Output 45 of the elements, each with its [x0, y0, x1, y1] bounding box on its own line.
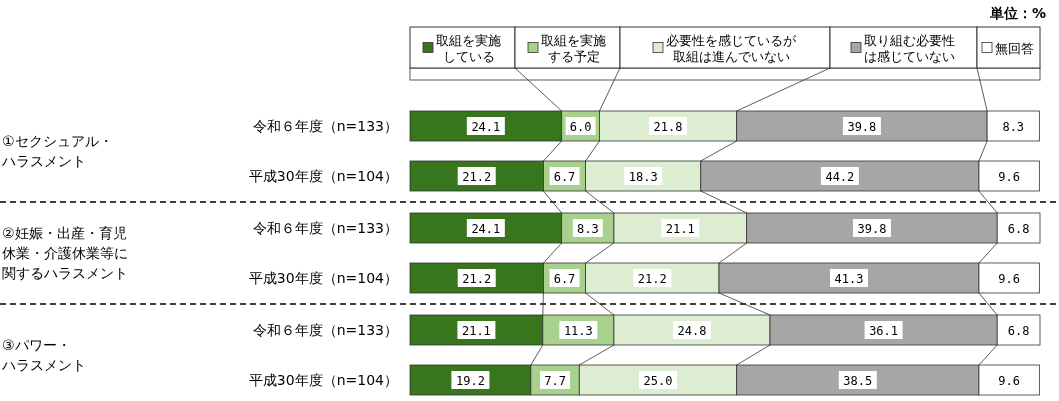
data-label: 21.1	[665, 221, 695, 236]
text: ①セクシュアル・ハラスメント	[1, 133, 113, 169]
data-label: 21.2	[462, 169, 492, 184]
data-label: 18.3	[628, 169, 658, 184]
data-label: 21.2	[462, 271, 492, 286]
data-label: 8.3	[1002, 119, 1025, 134]
y-tick-label: 平成30年度（n=104）	[248, 372, 398, 388]
text: 単位：%	[988, 5, 1046, 21]
data-label: 9.6	[998, 271, 1020, 286]
data-label: 41.3	[834, 271, 864, 286]
data-label: 24.1	[471, 119, 501, 134]
text: ③パワー・ハラスメント	[1, 337, 86, 373]
data-label: 6.7	[553, 271, 576, 286]
data-label: 39.8	[847, 119, 877, 134]
data-label: 7.7	[544, 373, 566, 388]
data-label: 8.3	[576, 221, 599, 236]
data-label: 9.6	[998, 373, 1020, 388]
data-label: 36.1	[869, 323, 899, 338]
legend-label: 取組を実施している	[436, 32, 501, 64]
data-label: 38.5	[843, 373, 873, 388]
data-label: 6.0	[569, 119, 592, 134]
data-label: 44.2	[825, 169, 855, 184]
data-label: 25.0	[643, 373, 673, 388]
y-tick-label: 平成30年度（n=104）	[248, 270, 398, 286]
data-label: 11.3	[563, 323, 593, 338]
data-label: 19.2	[455, 373, 485, 388]
text: ②妊娠・出産・育児休業・介護休業等に関するハラスメント	[2, 225, 128, 281]
legend-label: 取組を実施する予定	[541, 32, 606, 64]
legend-label: 無回答	[995, 40, 1034, 56]
y-tick-label: 令和６年度（n=133）	[252, 322, 398, 338]
y-tick-label: 令和６年度（n=133）	[252, 118, 398, 134]
y-tick-label: 平成30年度（n=104）	[248, 168, 398, 184]
data-label: 6.8	[1007, 323, 1030, 338]
data-label: 6.7	[553, 169, 576, 184]
data-label: 21.2	[637, 271, 667, 286]
legend-label: 必要性を感じているが取組は進んでいない	[666, 32, 797, 64]
data-label: 6.8	[1007, 221, 1030, 236]
data-label: 9.6	[998, 169, 1020, 184]
data-label: 21.1	[461, 323, 491, 338]
legend-label: 取り組む必要性は感じていない	[864, 32, 955, 64]
data-label: 24.1	[471, 221, 501, 236]
data-label: 21.8	[653, 119, 683, 134]
y-tick-label: 令和６年度（n=133）	[252, 220, 398, 236]
data-label: 39.8	[857, 221, 887, 236]
data-label: 24.8	[677, 323, 707, 338]
